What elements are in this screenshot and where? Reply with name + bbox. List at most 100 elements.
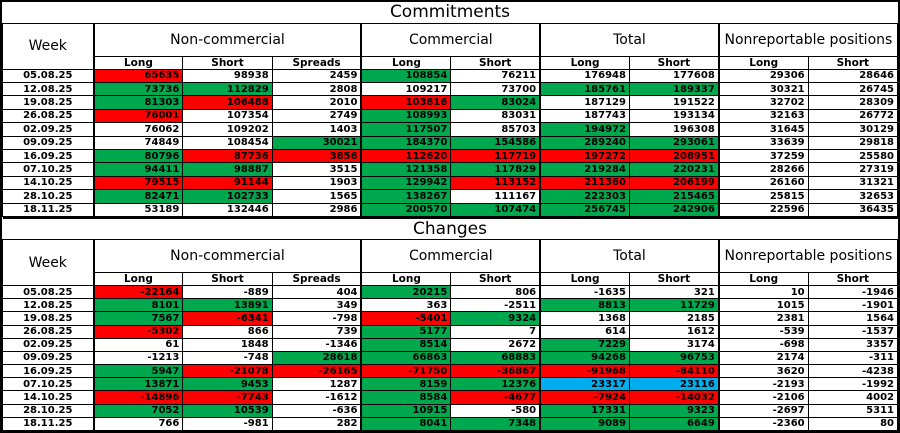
group-header-commercial: Commercial	[360, 22, 541, 57]
value-cell: 28266	[717, 162, 809, 177]
value-cell: 23116	[628, 377, 720, 392]
group-header-non-commercial: Non-commercial	[92, 22, 362, 57]
value-cell: 107354	[182, 108, 273, 124]
value-cell: 7348	[450, 416, 541, 432]
value-cell: 102733	[182, 189, 273, 204]
value-cell: 8514	[360, 337, 452, 352]
value-cell: -539	[717, 324, 809, 339]
value-cell: 32702	[717, 95, 809, 110]
value-cell: 739	[271, 324, 362, 339]
value-cell: 138267	[360, 189, 452, 204]
value-cell: 2986	[271, 202, 362, 218]
value-cell: 176948	[539, 68, 630, 83]
week-cell: 26.08.25	[2, 324, 95, 339]
group-header-commercial: Commercial	[360, 239, 541, 273]
value-cell: 5311	[807, 403, 899, 418]
value-cell: 17331	[539, 403, 630, 418]
value-cell: -1213	[92, 350, 184, 366]
value-cell: 2010	[271, 95, 362, 110]
value-cell: -14896	[92, 390, 184, 405]
week-cell: 12.08.25	[2, 81, 95, 97]
value-cell: 79515	[92, 175, 184, 191]
table-row: 05.08.25 65635 98938 2459 108854 76211 176948 1…	[2, 68, 899, 83]
value-cell: 1564	[807, 311, 899, 326]
value-cell: 87736	[182, 148, 273, 164]
value-cell: 94268	[539, 350, 630, 366]
col-header-nr-short: Short	[807, 272, 899, 286]
value-cell: 30021	[271, 135, 362, 150]
value-cell: -1901	[807, 298, 899, 313]
value-cell: 108454	[182, 135, 273, 150]
value-cell: 256745	[539, 202, 630, 218]
value-cell: 94411	[92, 162, 184, 177]
week-cell: 12.08.25	[2, 298, 95, 313]
week-cell: 18.11.25	[2, 202, 95, 218]
value-cell: 7	[450, 324, 541, 339]
value-cell: 4002	[807, 390, 899, 405]
value-cell: 29818	[807, 135, 899, 150]
value-cell: 36435	[807, 202, 899, 218]
value-cell: 32163	[717, 108, 809, 124]
table-row: 18.11.25 53189 132446 2986 200570 107474 25674…	[2, 202, 899, 218]
col-header-c-long: Long	[360, 55, 452, 70]
value-cell: 113152	[450, 175, 541, 191]
value-cell: 26772	[807, 108, 899, 124]
value-cell: -4677	[450, 390, 541, 405]
value-cell: 193134	[628, 108, 720, 124]
table-row: 07.10.25 94411 98887 3515 121358 117829 219284…	[2, 162, 899, 177]
value-cell: 29306	[717, 68, 809, 83]
value-cell: 27319	[807, 162, 899, 177]
value-cell: 196308	[628, 122, 720, 137]
value-cell: 31321	[807, 175, 899, 191]
value-cell: 107474	[450, 202, 541, 218]
value-cell: 76211	[450, 68, 541, 83]
value-cell: 8813	[539, 298, 630, 313]
value-cell: 184370	[360, 135, 452, 150]
group-header-total: Total	[539, 22, 720, 57]
table-row: 07.10.25 13871 9453 1287 8159 12376 23317 23116…	[2, 377, 899, 392]
week-cell: 26.08.25	[2, 108, 95, 124]
table-row: 28.10.25 82471 102733 1565 138267 111167 22230…	[2, 189, 899, 204]
value-cell: 10539	[182, 403, 273, 418]
value-cell: 33639	[717, 135, 809, 150]
value-cell: 766	[92, 416, 184, 432]
sub-header-row: Long Short Spreads Long Short Long Short…	[3, 55, 899, 70]
value-cell: 80796	[92, 148, 184, 164]
week-cell: 09.09.25	[2, 350, 95, 366]
value-cell: 1848	[182, 337, 273, 352]
value-cell: -2360	[717, 416, 809, 432]
week-cell: 09.09.25	[2, 135, 95, 150]
value-cell: -1946	[807, 284, 899, 300]
value-cell: 7567	[92, 311, 184, 326]
value-cell: 8041	[360, 416, 452, 432]
value-cell: -36867	[450, 364, 541, 379]
value-cell: 28309	[807, 95, 899, 110]
table-row: 02.09.25 76062 109202 1403 117507 85703 194972…	[2, 122, 899, 137]
value-cell: 76001	[92, 108, 184, 124]
changes-title: Changes	[2, 218, 898, 240]
table-row: 12.08.25 73736 112829 2808 109217 73700 185761…	[2, 81, 899, 97]
col-header-c-long: Long	[360, 272, 452, 286]
week-cell: 14.10.25	[2, 390, 95, 405]
table-row: 12.08.25 8101 13891 349 363 -2511 8813 11729 101…	[2, 298, 899, 313]
value-cell: 321	[628, 284, 720, 300]
value-cell: 3856	[271, 148, 362, 164]
value-cell: 1015	[717, 298, 809, 313]
value-cell: 28618	[271, 350, 362, 366]
col-header-c-short: Short	[450, 272, 541, 286]
week-cell: 19.08.25	[2, 95, 95, 110]
table-row: 28.10.25 7052 10539 -636 10915 -580 17331 9323-…	[2, 403, 899, 418]
week-cell: 02.09.25	[2, 122, 95, 137]
value-cell: -698	[717, 337, 809, 352]
value-cell: 91144	[182, 175, 273, 191]
value-cell: 108993	[360, 108, 452, 124]
table-row: 16.09.25 80796 87736 3856 112620 117719 197272…	[2, 148, 899, 164]
table-row: 26.08.25 -5302 866 739 5177 7 614 1612 -539 -1537	[2, 324, 899, 339]
value-cell: 82471	[92, 189, 184, 204]
value-cell: 25580	[807, 148, 899, 164]
value-cell: 13891	[182, 298, 273, 313]
group-header-non-commercial: Non-commercial	[92, 239, 362, 273]
group-header-nonreportable: Nonreportable positions	[717, 239, 898, 273]
value-cell: 200570	[360, 202, 452, 218]
col-header-t-long: Long	[539, 55, 630, 70]
